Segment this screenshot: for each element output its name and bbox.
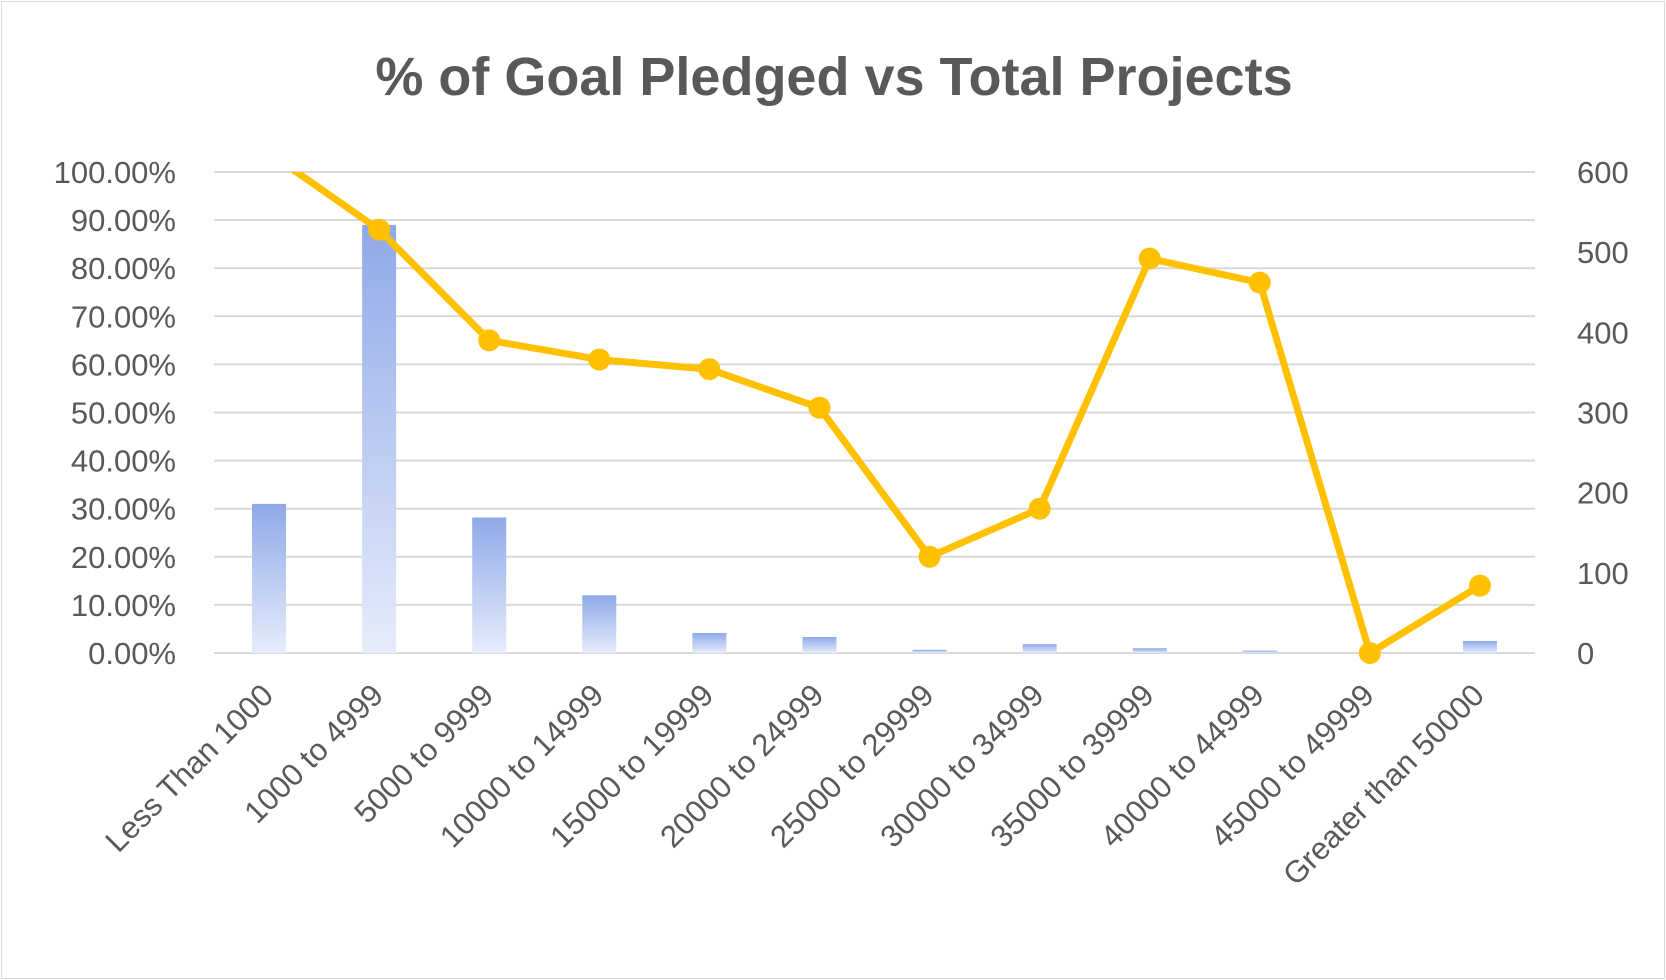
series-line [290, 172, 1482, 657]
y-left-tick-label: 90.00% [71, 203, 176, 238]
y-right-tick-label: 400 [1577, 315, 1629, 350]
y-left-tick-label: 40.00% [71, 444, 176, 479]
y-left-tick-label: 10.00% [71, 588, 176, 623]
y-left-tick-label: 60.00% [71, 347, 176, 382]
bar [582, 595, 617, 653]
bar [1022, 644, 1057, 653]
line-point [1358, 642, 1381, 664]
line-point [1468, 574, 1491, 597]
bar [1462, 640, 1497, 653]
y-left-tick-label: 30.00% [71, 492, 176, 527]
bar-series [252, 224, 1497, 653]
y-left-tick-label: 50.00% [71, 396, 176, 431]
line-point [698, 358, 721, 381]
bar [692, 632, 727, 653]
gridlines [214, 171, 1535, 654]
line-point [1028, 497, 1051, 520]
line-point [1138, 247, 1161, 270]
y-right-tick-label: 600 [1577, 155, 1629, 190]
x-tick-label: Greater than 50000 [1276, 677, 1491, 892]
y-right-tick-label: 0 [1577, 636, 1594, 671]
line-point [808, 396, 831, 419]
bar [802, 636, 837, 653]
y-left-axis: 0.00% 10.00% 20.00% 30.00% 40.00% 50.00% 60.00… [54, 155, 176, 671]
line-point [1248, 271, 1271, 294]
chart-title: % of Goal Pledged vs Total Projects [375, 47, 1292, 107]
line-series [290, 172, 1491, 664]
y-right-tick-label: 300 [1577, 396, 1629, 431]
y-right-axis: 0 100 200 300 400 500 600 [1577, 155, 1629, 671]
bar [912, 649, 947, 653]
line-point [478, 329, 501, 352]
line-point [588, 348, 611, 371]
line-point [368, 218, 391, 241]
y-right-tick-label: 200 [1577, 476, 1629, 511]
bar [252, 503, 287, 653]
bar [472, 517, 507, 653]
line-point [918, 545, 941, 568]
y-left-tick-label: 80.00% [71, 251, 176, 286]
y-left-tick-label: 20.00% [71, 540, 176, 575]
bar [1132, 648, 1167, 653]
y-left-tick-label: 0.00% [88, 636, 176, 671]
y-right-tick-label: 500 [1577, 235, 1629, 270]
bar [1242, 650, 1277, 653]
bar [362, 224, 397, 653]
y-right-tick-label: 100 [1577, 556, 1629, 591]
x-tick-label: Less Than 1000 [98, 677, 280, 859]
y-left-tick-label: 100.00% [54, 155, 176, 190]
y-left-tick-label: 70.00% [71, 299, 176, 334]
